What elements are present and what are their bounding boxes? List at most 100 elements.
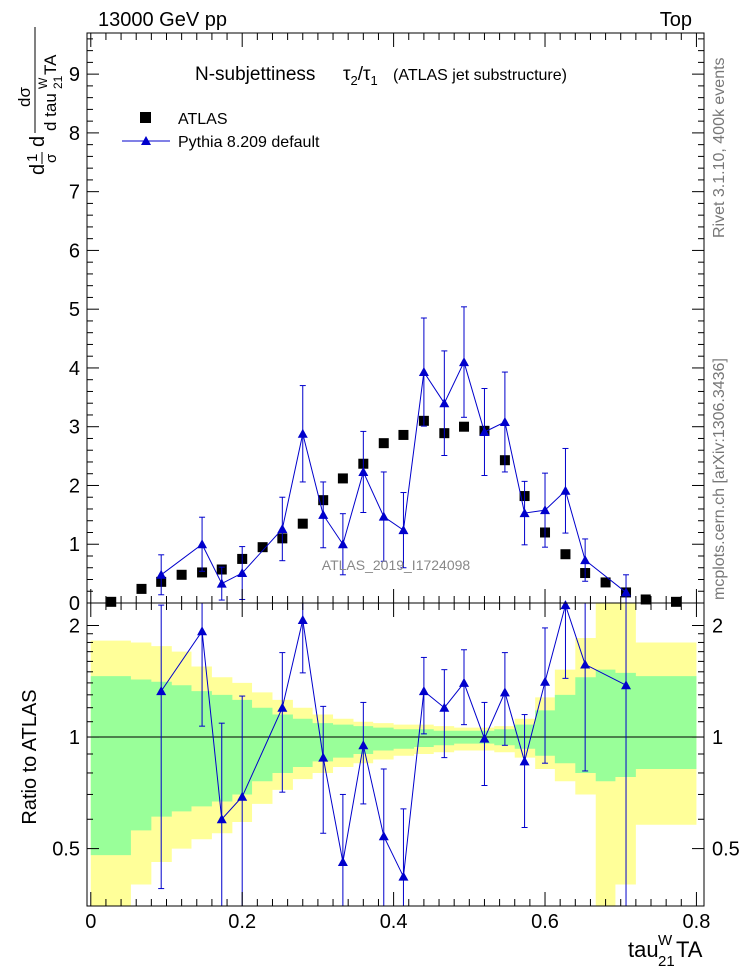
legend-pythia-label: Pythia 8.209 default: [178, 134, 320, 151]
main-ytick-label: 1: [69, 534, 80, 556]
pythia-data-point: [156, 569, 167, 579]
pythia-data-point: [337, 539, 348, 549]
pythia-data-point: [479, 427, 490, 436]
ratio-data-point: [459, 677, 470, 687]
process-label: Top: [660, 9, 692, 31]
ratio-data-point: [439, 702, 450, 712]
ratio-data-point: [237, 791, 248, 801]
main-ytick-label: 2: [69, 475, 80, 497]
main-data-layer: [106, 306, 681, 607]
atlas-data-point: [257, 542, 268, 553]
atlas-data-point: [670, 596, 681, 607]
uncertainty-band-outer: [90, 603, 697, 906]
pythia-data-point: [499, 417, 510, 427]
plot-title: N-subjettiness τ2/τ1 (ATLAS jet substruc…: [195, 64, 567, 88]
ratio-xtick-label: 0: [85, 911, 96, 933]
ratio-ylabel: Ratio to ATLAS: [19, 689, 41, 824]
ratio-panel: 0.5 0.5 1 1 2 2 0 0.2 0.4 0.6 0.8 Ratio to ATLAS t…: [19, 600, 740, 970]
ratio-data-point: [216, 814, 227, 824]
mcplots-label: mcplots.cern.ch [arXiv:1306.3436]: [711, 358, 728, 600]
main-ytick-label: 3: [69, 417, 80, 439]
ratio-ytick-label-right: 1: [712, 727, 723, 749]
pythia-data-point: [358, 466, 369, 476]
main-ylabel: d 1 σ d dσ d tau W 21 TA: [15, 27, 65, 175]
ylabel-frac-num: 1: [24, 154, 41, 162]
ratio-data-point: [540, 676, 551, 686]
main-ytick-label: 4: [69, 358, 80, 380]
ylabel-dtau-sup: W: [36, 77, 50, 89]
pythia-data-point: [519, 508, 530, 518]
atlas-data-point: [106, 596, 117, 607]
legend: ATLAS Pythia 8.209 default: [122, 111, 320, 151]
ratio-ytick-label: 2: [69, 615, 80, 637]
pythia-data-point: [540, 505, 551, 515]
pythia-data-point: [560, 485, 571, 495]
xlabel-sup: W: [658, 932, 673, 949]
atlas-data-point: [197, 567, 208, 578]
pythia-data-point: [418, 367, 429, 377]
ratio-ytick-label-right: 2: [712, 615, 723, 637]
pythia-data-point: [216, 578, 227, 588]
atlas-data-point: [600, 577, 611, 588]
ratio-xtick-label: 0.2: [228, 911, 256, 933]
atlas-data-point: [459, 421, 470, 432]
ratio-data-point: [277, 702, 288, 712]
atlas-data-point: [136, 583, 147, 594]
ratio-data-point: [621, 680, 632, 690]
main-ytick-label: 6: [69, 240, 80, 262]
legend-pythia-marker: [141, 136, 151, 145]
title-suffix: (ATLAS jet substructure): [393, 67, 567, 84]
main-ytick-label: 0: [69, 593, 80, 615]
main-ytick-label: 8: [69, 123, 80, 145]
ratio-xtick-label: 0.8: [683, 911, 711, 933]
ratio-data-layer: [87, 600, 704, 906]
pythia-data-point: [398, 525, 409, 535]
ylabel-one-over-sigma: d: [27, 164, 49, 175]
title-text: N-subjettiness: [195, 64, 315, 85]
xlabel: tau W 21 TA: [628, 932, 703, 970]
ratio-data-point: [318, 752, 329, 762]
ratio-data-point: [580, 659, 591, 669]
pythia-data-point: [297, 428, 308, 438]
ratio-ytick-label-right: 0.5: [712, 839, 740, 861]
ratio-data-point: [398, 871, 409, 881]
pythia-data-point: [197, 539, 208, 549]
xlabel-base: tau: [628, 937, 659, 962]
ratio-xtick-label: 0.4: [380, 911, 408, 933]
atlas-data-point: [640, 594, 651, 605]
ratio-data-point: [358, 740, 369, 750]
ratio-ytick-label: 1: [69, 727, 80, 749]
ratio-data-point: [418, 686, 429, 696]
atlas-data-point: [176, 569, 187, 580]
atlas-data-point: [560, 549, 571, 560]
ratio-data-point: [197, 626, 208, 636]
ylabel-dtau: d tau: [41, 93, 60, 131]
main-panel: 0 1 2 3 4 5 6 7 8 9 N-subjettiness τ2/τ1 (ATLAS j…: [15, 27, 705, 615]
ylabel-dsigma: dσ: [15, 87, 34, 107]
ylabel-frac-den: σ: [43, 153, 60, 163]
pythia-data-point: [378, 511, 389, 521]
energy-label: 13000 GeV pp: [98, 9, 227, 31]
title-formula: τ2/τ1: [343, 64, 378, 88]
main-axes: 0 1 2 3 4 5 6 7 8 9: [69, 33, 704, 615]
ylabel-d: d: [27, 136, 49, 147]
legend-atlas-label: ATLAS: [178, 111, 228, 128]
rivet-label: Rivet 3.1.10, 400k events: [711, 57, 728, 238]
atlas-data-point: [378, 438, 389, 449]
pythia-data-point: [318, 509, 329, 519]
pythia-data-point: [439, 398, 450, 408]
main-ytick-label: 9: [69, 64, 80, 86]
ratio-data-point: [499, 687, 510, 697]
main-ytick-label: 7: [69, 182, 80, 204]
pythia-data-point: [621, 587, 632, 597]
ratio-xtick-label: 0.6: [531, 911, 559, 933]
ratio-data-point: [479, 733, 490, 743]
ratio-data-point: [297, 614, 308, 624]
atlas-data-point: [337, 473, 348, 484]
atlas-data-point: [398, 429, 409, 440]
ratio-data-point: [337, 857, 348, 867]
ratio-axes: 0.5 0.5 1 1 2 2 0 0.2 0.4 0.6 0.8: [52, 603, 740, 933]
ratio-data-point: [560, 600, 571, 610]
pythia-data-point: [237, 568, 248, 578]
